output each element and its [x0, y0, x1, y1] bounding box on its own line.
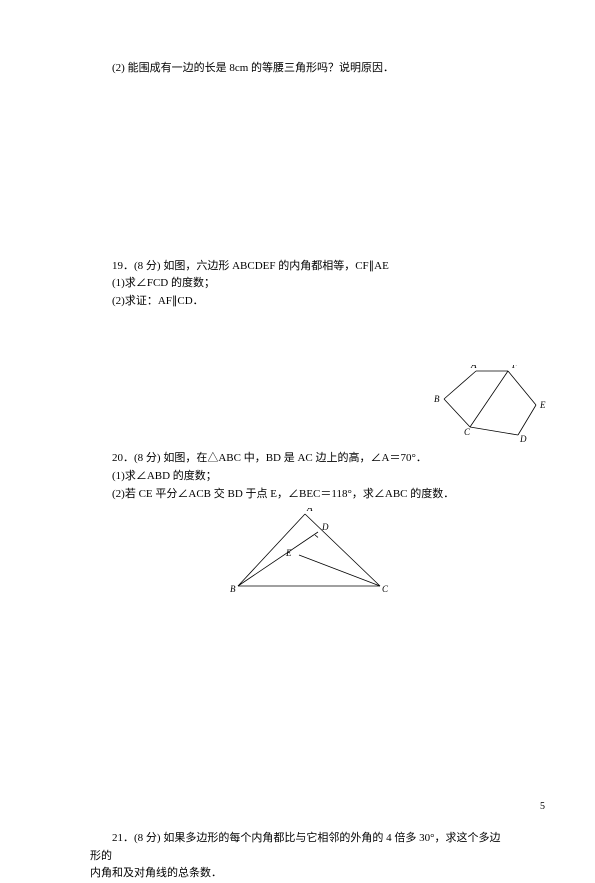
svg-text:B: B [230, 584, 236, 594]
svg-text:E: E [285, 548, 292, 558]
q19-block: 19．(8 分) 如图，六边形 ABCDEF 的内角都相等，CF∥AE (1)求… [90, 258, 510, 311]
q20-item2: (2)若 CE 平分∠ACB 交 BD 于点 E，∠BEC＝118°，求∠ABC… [90, 486, 510, 504]
svg-text:D: D [519, 434, 527, 444]
q19-stem: 19．(8 分) 如图，六边形 ABCDEF 的内角都相等，CF∥AE [90, 258, 510, 276]
page-number: 5 [540, 801, 545, 812]
q19-item1: (1)求∠FCD 的度数； [90, 275, 510, 293]
svg-text:A: A [470, 365, 477, 370]
hexagon-diagram-icon: A B C D E F [430, 365, 560, 455]
q19-figure: A B C D E F [430, 365, 560, 455]
triangle-diagram-icon: A B C D E [230, 508, 395, 600]
q-prev-item2: (2) 能围成有一边的长是 8cm 的等腰三角形吗？说明原因． [90, 60, 510, 78]
svg-text:D: D [321, 522, 329, 532]
svg-text:F: F [511, 365, 518, 370]
svg-text:C: C [464, 427, 471, 437]
q21-stem-b: 内角和及对角线的总条数． [90, 865, 510, 883]
svg-text:E: E [539, 400, 546, 410]
q21-stem-a: 21．(8 分) 如果多边形的每个内角都比与它相邻的外角的 4 倍多 30°，求… [90, 830, 510, 865]
q21-block: 21．(8 分) 如果多边形的每个内角都比与它相邻的外角的 4 倍多 30°，求… [90, 830, 510, 883]
q19-item2: (2)求证：AF∥CD． [90, 293, 510, 311]
q20-figure: A B C D E [230, 508, 510, 600]
svg-text:B: B [434, 394, 440, 404]
svg-text:A: A [306, 508, 313, 513]
q20-item1: (1)求∠ABD 的度数； [90, 468, 510, 486]
q20-block: 20．(8 分) 如图，在△ABC 中，BD 是 AC 边上的高，∠A＝70°．… [90, 450, 510, 503]
svg-text:C: C [382, 584, 389, 594]
